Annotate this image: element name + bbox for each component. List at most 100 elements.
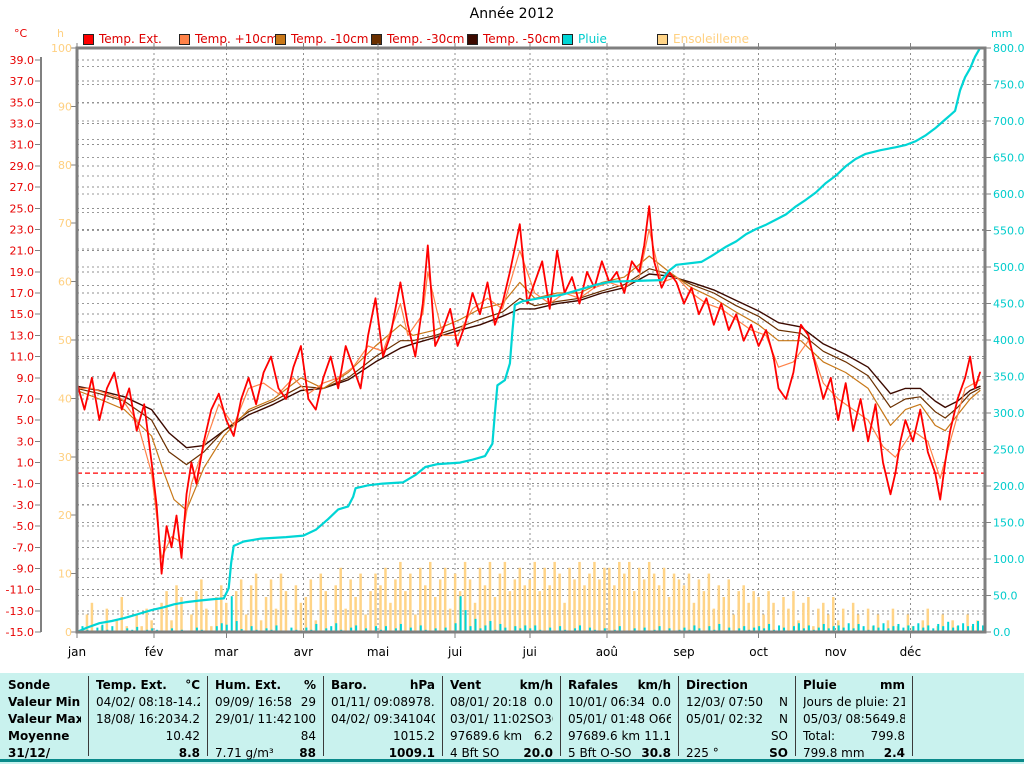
stat-cell: 09/09/ 16:58 29 [215,694,316,711]
svg-text:35.0: 35.0 [10,96,35,109]
svg-text:0: 0 [65,626,72,639]
svg-text:200.0: 200.0 [993,480,1024,493]
cell-value: 978.6 [408,695,435,709]
stat-cell: 1009.1 [331,745,435,762]
cell-text: 5 Bft O-SO [568,746,632,760]
legend-item-label: Temp. +10cm [195,32,279,46]
svg-text:700.0: 700.0 [993,115,1024,128]
cell-text: 799.8 mm [803,746,865,760]
stat-cell [920,745,1017,762]
stat-cell: SO [686,728,788,745]
cell-text: 29/01/ 11:42 [215,712,293,726]
svg-text:23.0: 23.0 [10,223,35,236]
svg-text:400.0: 400.0 [993,334,1024,347]
cell-value: 1015.2 [393,729,435,743]
sun-axis-unit-label: h [57,27,64,40]
cell-value: km/h [637,678,671,692]
svg-text:25.0: 25.0 [10,202,35,215]
stat-cell: 08/01/ 20:18 0.0 [450,694,553,711]
svg-text:250.0: 250.0 [993,444,1024,457]
svg-text:50: 50 [58,334,72,347]
cell-text: 08/01/ 20:18 [450,695,528,709]
cell-value: 1040.5 [408,712,435,726]
svg-text:80: 80 [58,159,72,172]
cell-value: 66.0 [658,712,671,726]
cell-text: Moyenne [8,729,70,743]
table-column-divider [323,676,324,756]
legend-item-temp-10cm[interactable]: Temp. -10cm [275,32,369,46]
table-column-divider [560,676,561,756]
svg-text:31.0: 31.0 [10,139,35,152]
cell-value: 0.0 [533,695,553,709]
legend-item-label: Temp. Ext. [99,32,162,46]
svg-text:39.0: 39.0 [10,54,35,67]
cell-text: 05/03/ 08:56 [803,712,881,726]
cell-value: % [303,678,316,692]
column-header: Baro. hPa [331,677,435,694]
stat-cell: 18/08/ 16:20 34.2 [96,711,200,728]
svg-text:1.0: 1.0 [17,457,35,470]
legend-swatch-icon [657,33,668,45]
month-label: fév [145,645,164,659]
stat-cell [920,711,1017,728]
legend-item-pluie[interactable]: Pluie [562,32,607,46]
column-header: Temp. Ext. °C [96,677,200,694]
table-column-divider [442,676,443,756]
cell-value: -14.2 [173,695,200,709]
svg-text:21.0: 21.0 [10,245,35,258]
stat-cell: 84 [215,728,316,745]
svg-text:-9.0: -9.0 [13,562,34,575]
legend-item-label: Pluie [578,32,607,46]
cell-value: 1009.1 [388,746,435,760]
legend-item-temp-50cm[interactable]: Temp. -50cm [467,32,561,46]
stat-cell: 29/01/ 11:42 100 [215,711,316,728]
stat-cell: 1015.2 [331,728,435,745]
svg-text:550.0: 550.0 [993,225,1024,238]
cell-value: 29 [300,695,316,709]
cell-value: km/h [519,678,553,692]
table-bottom-border [0,759,1024,762]
cell-text: 09/09/ 16:58 [215,695,293,709]
month-label: avr [294,645,313,659]
legend-item-temp-ext-[interactable]: Temp. Ext. [83,32,162,46]
legend-swatch-icon [562,33,573,45]
column-header [920,677,1017,694]
cell-value: 799.8 [870,729,905,743]
cell-value: SO [769,746,788,760]
row-label-2: Valeur Max [8,711,81,728]
month-label: jui [522,645,537,659]
chart-legend: Temp. Ext. Temp. +10cm Temp. -10cm Temp. -3… [0,0,1024,48]
cell-text: Pluie [803,678,837,692]
cell-value: N [779,695,788,709]
cell-text: Total: [803,729,836,743]
month-label: nov [825,645,847,659]
legend-item-ensoleilleme[interactable]: Ensoleilleme [657,32,749,46]
cell-value: 88 [299,746,316,760]
cell-text: Baro. [331,678,367,692]
legend-item-temp-10cm[interactable]: Temp. +10cm [179,32,278,46]
legend-swatch-icon [83,33,94,45]
month-label: mar [214,645,238,659]
cell-value: 2.4 [883,746,905,760]
svg-text:150.0: 150.0 [993,517,1024,530]
legend-item-label: Temp. -50cm [483,32,561,46]
cell-value: 36.9 [544,712,553,726]
svg-text:-3.0: -3.0 [13,499,34,512]
month-label: aoû [596,645,618,659]
month-label: déc [900,645,922,659]
svg-text:-13.0: -13.0 [6,605,34,618]
svg-text:10: 10 [58,568,72,581]
cell-text: Hum. Ext. [215,678,282,692]
svg-text:17.0: 17.0 [10,287,35,300]
cell-text: 4 Bft SO [450,746,500,760]
svg-text:5.0: 5.0 [17,414,35,427]
cell-value: °C [185,678,200,692]
table-background [0,673,1024,759]
cell-value: SO [770,729,788,743]
stat-cell: 10.42 [96,728,200,745]
month-label: jan [67,645,86,659]
stat-cell: 05/01/ 02:32 N [686,711,788,728]
cell-value: 0.0 [651,695,671,709]
legend-item-temp-30cm[interactable]: Temp. -30cm [371,32,465,46]
month-label: jui [447,645,462,659]
